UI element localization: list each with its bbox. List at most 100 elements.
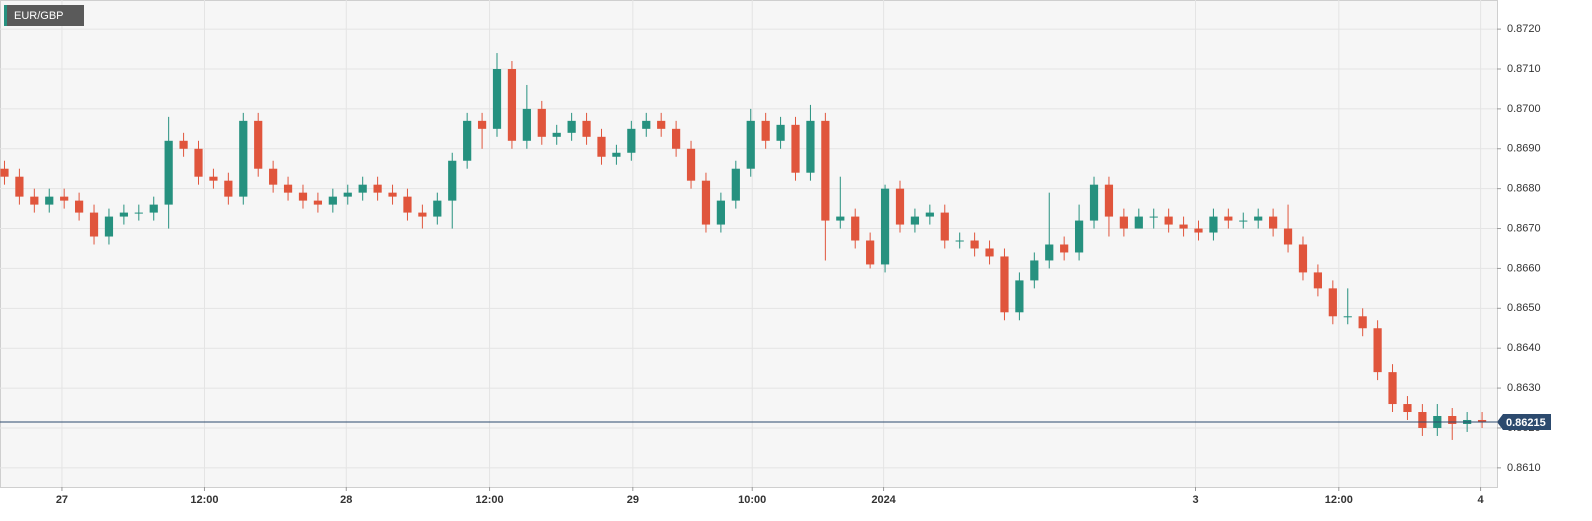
candle-body: [1328, 288, 1337, 317]
x-tick-label: 2024: [871, 494, 896, 506]
candle-body: [1074, 220, 1084, 253]
candle-body: [239, 120, 248, 197]
candle-body: [1000, 256, 1009, 313]
candle-body: [686, 148, 696, 181]
candle-body: [149, 204, 158, 213]
candle-body: [985, 248, 994, 257]
candle-body: [1030, 260, 1039, 281]
chart-title: EUR/GBP: [14, 10, 64, 22]
candle-body: [298, 192, 308, 201]
y-tick-label: 0.8610: [1507, 462, 1541, 474]
x-tick-label: 3: [1192, 494, 1198, 506]
candle-body: [582, 120, 591, 137]
candle-body: [1060, 244, 1069, 253]
y-tick-label: 0.8650: [1507, 302, 1541, 314]
candle-body: [970, 240, 979, 249]
candle-body: [254, 120, 263, 169]
candle-body: [1089, 184, 1099, 221]
candle-body: [283, 184, 293, 193]
y-tick-label: 0.8630: [1507, 382, 1541, 394]
candle-body: [940, 212, 949, 241]
candle-body: [1224, 216, 1233, 221]
candle-body: [1418, 412, 1427, 428]
candle-body: [642, 120, 651, 129]
candle-body: [104, 216, 114, 237]
candle-body: [851, 216, 860, 241]
candle-body: [388, 192, 397, 197]
candle-body: [1254, 216, 1263, 221]
candle-body: [836, 216, 845, 221]
x-tick-label: 10:00: [738, 494, 766, 506]
candle-body: [433, 200, 442, 217]
candle-body: [776, 124, 785, 141]
candle-body: [1388, 372, 1397, 405]
candle-body: [1313, 272, 1323, 289]
candle-body: [1343, 316, 1352, 318]
candle-body: [537, 108, 546, 137]
candle-body: [119, 212, 128, 217]
x-tick-label: 27: [56, 494, 68, 506]
candle-body: [343, 192, 352, 197]
candle-body: [672, 128, 681, 149]
candle-body: [1477, 419, 1487, 422]
candle-body: [1298, 244, 1308, 273]
candle-body: [89, 212, 99, 237]
y-tick-label: 0.8700: [1507, 103, 1541, 115]
candle-body: [74, 200, 84, 213]
candle-body: [179, 140, 188, 149]
x-tick-label: 28: [340, 494, 352, 506]
candle-body: [1104, 184, 1114, 217]
candle-body: [552, 132, 561, 137]
candle-body: [358, 184, 367, 193]
candle-body: [477, 120, 487, 129]
candle-body: [269, 168, 278, 185]
candle-body: [1194, 228, 1203, 233]
candle-body: [1015, 280, 1024, 313]
x-tick-label: 12:00: [190, 494, 218, 506]
candle-body: [209, 176, 218, 181]
candle-body: [313, 200, 323, 205]
candle-body: [45, 196, 54, 205]
candle-body: [925, 212, 934, 217]
candle-body: [164, 140, 173, 205]
candle-body: [403, 196, 412, 213]
y-tick-label: 0.8640: [1507, 342, 1541, 354]
candle-body: [328, 196, 337, 205]
candle-body: [194, 148, 203, 177]
candle-body: [955, 240, 964, 242]
candle-body: [1269, 216, 1278, 229]
last-price-tag: [1497, 413, 1551, 430]
candle-body: [1403, 404, 1412, 413]
candle-body: [418, 212, 427, 217]
candles: [0, 53, 1487, 440]
y-tick-label: 0.8670: [1507, 222, 1541, 234]
candle-body: [60, 196, 69, 201]
candle-body: [597, 136, 606, 157]
candle-body: [448, 160, 457, 201]
candle-body: [1373, 328, 1382, 373]
candle-body: [134, 212, 143, 214]
candle-body: [492, 69, 502, 129]
candle-body: [1179, 224, 1188, 229]
candle-body: [701, 180, 711, 225]
candle-body: [746, 120, 755, 169]
candle-body: [373, 184, 382, 193]
candle-body: [612, 152, 621, 157]
candle-body: [30, 196, 39, 205]
candle-body: [224, 180, 233, 197]
candle-body: [0, 168, 9, 177]
plot-area: [0, 0, 1498, 488]
candle-body: [1448, 416, 1457, 424]
candle-body: [791, 124, 800, 173]
x-tick-label: 12:00: [1325, 494, 1353, 506]
candle-body: [1283, 228, 1293, 245]
last-price-label: 0.86215: [1506, 417, 1546, 429]
candle-body: [761, 120, 770, 141]
x-tick-label: 4: [1478, 494, 1485, 506]
y-tick-label: 0.8720: [1507, 23, 1541, 35]
y-tick-label: 0.8680: [1507, 183, 1541, 195]
candle-body: [821, 120, 830, 221]
candle-body: [806, 120, 815, 173]
candle-body: [1134, 216, 1143, 229]
candle-body: [1045, 244, 1054, 261]
